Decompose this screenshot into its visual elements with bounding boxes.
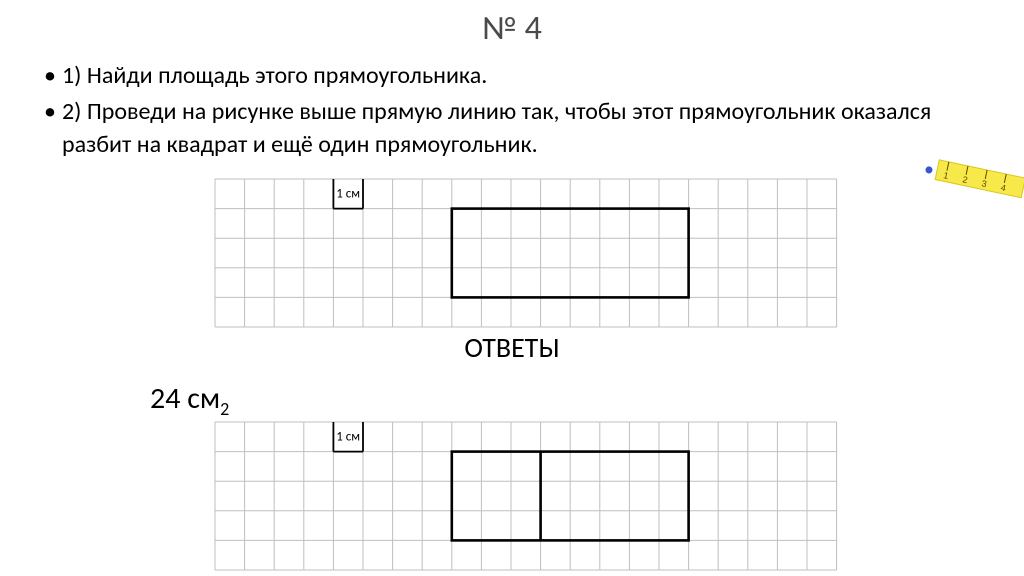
grid-figure-problem: 1 см (213, 177, 839, 329)
problem-number-title: № 4 (0, 8, 1024, 49)
answer-area-value: 24 см2 (150, 380, 229, 420)
answer-text: 24 см (150, 380, 220, 417)
answers-heading: ОТВЕТЫ (0, 330, 1024, 365)
grid-figure-answer: 1 см (213, 420, 839, 572)
slide-root: № 4 1) Найди площадь этого прямоугольник… (0, 0, 1024, 576)
bullet-item: 1) Найди площадь этого прямоугольника. (40, 60, 984, 92)
svg-text:1 см: 1 см (336, 186, 360, 201)
problem-text: 1) Найди площадь этого прямоугольника. 2… (40, 60, 984, 165)
svg-text:1 см: 1 см (336, 429, 360, 444)
bullet-item: 2) Проведи на рисунке выше прямую линию … (40, 96, 984, 161)
ruler-icon: 1234 (918, 155, 1024, 216)
answer-unit-subscript: 2 (220, 398, 229, 420)
